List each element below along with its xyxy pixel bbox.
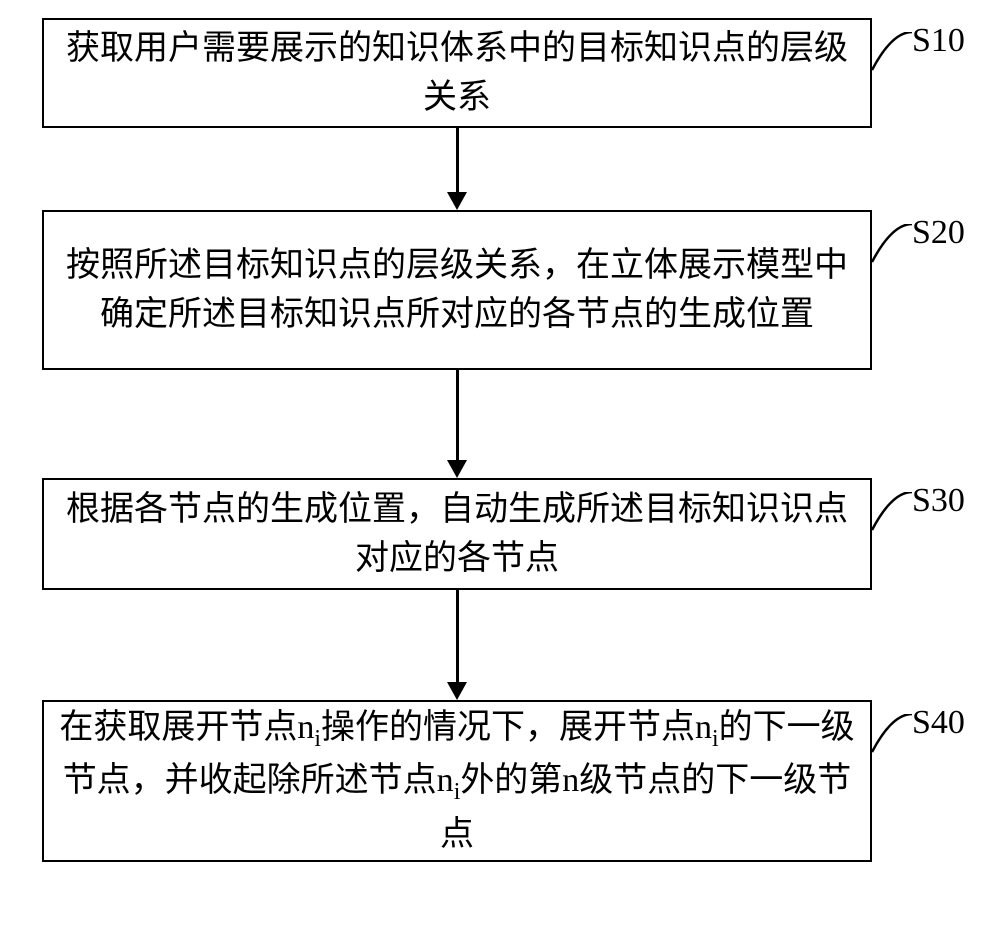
flow-node-s10-label: S10 — [912, 22, 965, 60]
flowchart-canvas: 获取用户需要展示的知识体系中的目标知识点的层级关系 S10 按照所述目标知识点的… — [0, 0, 1000, 938]
flow-node-s10: 获取用户需要展示的知识体系中的目标知识点的层级关系 — [42, 18, 872, 128]
flow-node-s20-label: S20 — [912, 214, 965, 252]
flow-node-s30-text: 根据各节点的生成位置，自动生成所述目标知识识点对应的各节点 — [56, 485, 858, 584]
flow-node-s10-connector — [872, 32, 912, 72]
arrow-head-s10-s20 — [447, 192, 467, 210]
flow-node-s30-label: S30 — [912, 482, 965, 520]
flow-node-s40-connector — [872, 714, 912, 754]
arrow-head-s20-s30 — [447, 460, 467, 478]
arrow-s30-s40 — [456, 590, 459, 684]
arrow-s20-s30 — [456, 370, 459, 462]
arrow-head-s30-s40 — [447, 682, 467, 700]
flow-node-s40-label: S40 — [912, 704, 965, 742]
flow-node-s20: 按照所述目标知识点的层级关系，在立体展示模型中确定所述目标知识点所对应的各节点的… — [42, 210, 872, 370]
flow-node-s20-text: 按照所述目标知识点的层级关系，在立体展示模型中确定所述目标知识点所对应的各节点的… — [56, 241, 858, 340]
flow-node-s40: 在获取展开节点ni操作的情况下，展开节点ni的下一级节点，并收起除所述节点ni外… — [42, 700, 872, 862]
flow-node-s20-connector — [872, 224, 912, 264]
flow-node-s30-connector — [872, 492, 912, 532]
flow-node-s40-text: 在获取展开节点ni操作的情况下，展开节点ni的下一级节点，并收起除所述节点ni外… — [56, 703, 858, 859]
arrow-s10-s20 — [456, 128, 459, 194]
flow-node-s10-text: 获取用户需要展示的知识体系中的目标知识点的层级关系 — [56, 24, 858, 123]
flow-node-s30: 根据各节点的生成位置，自动生成所述目标知识识点对应的各节点 — [42, 478, 872, 590]
